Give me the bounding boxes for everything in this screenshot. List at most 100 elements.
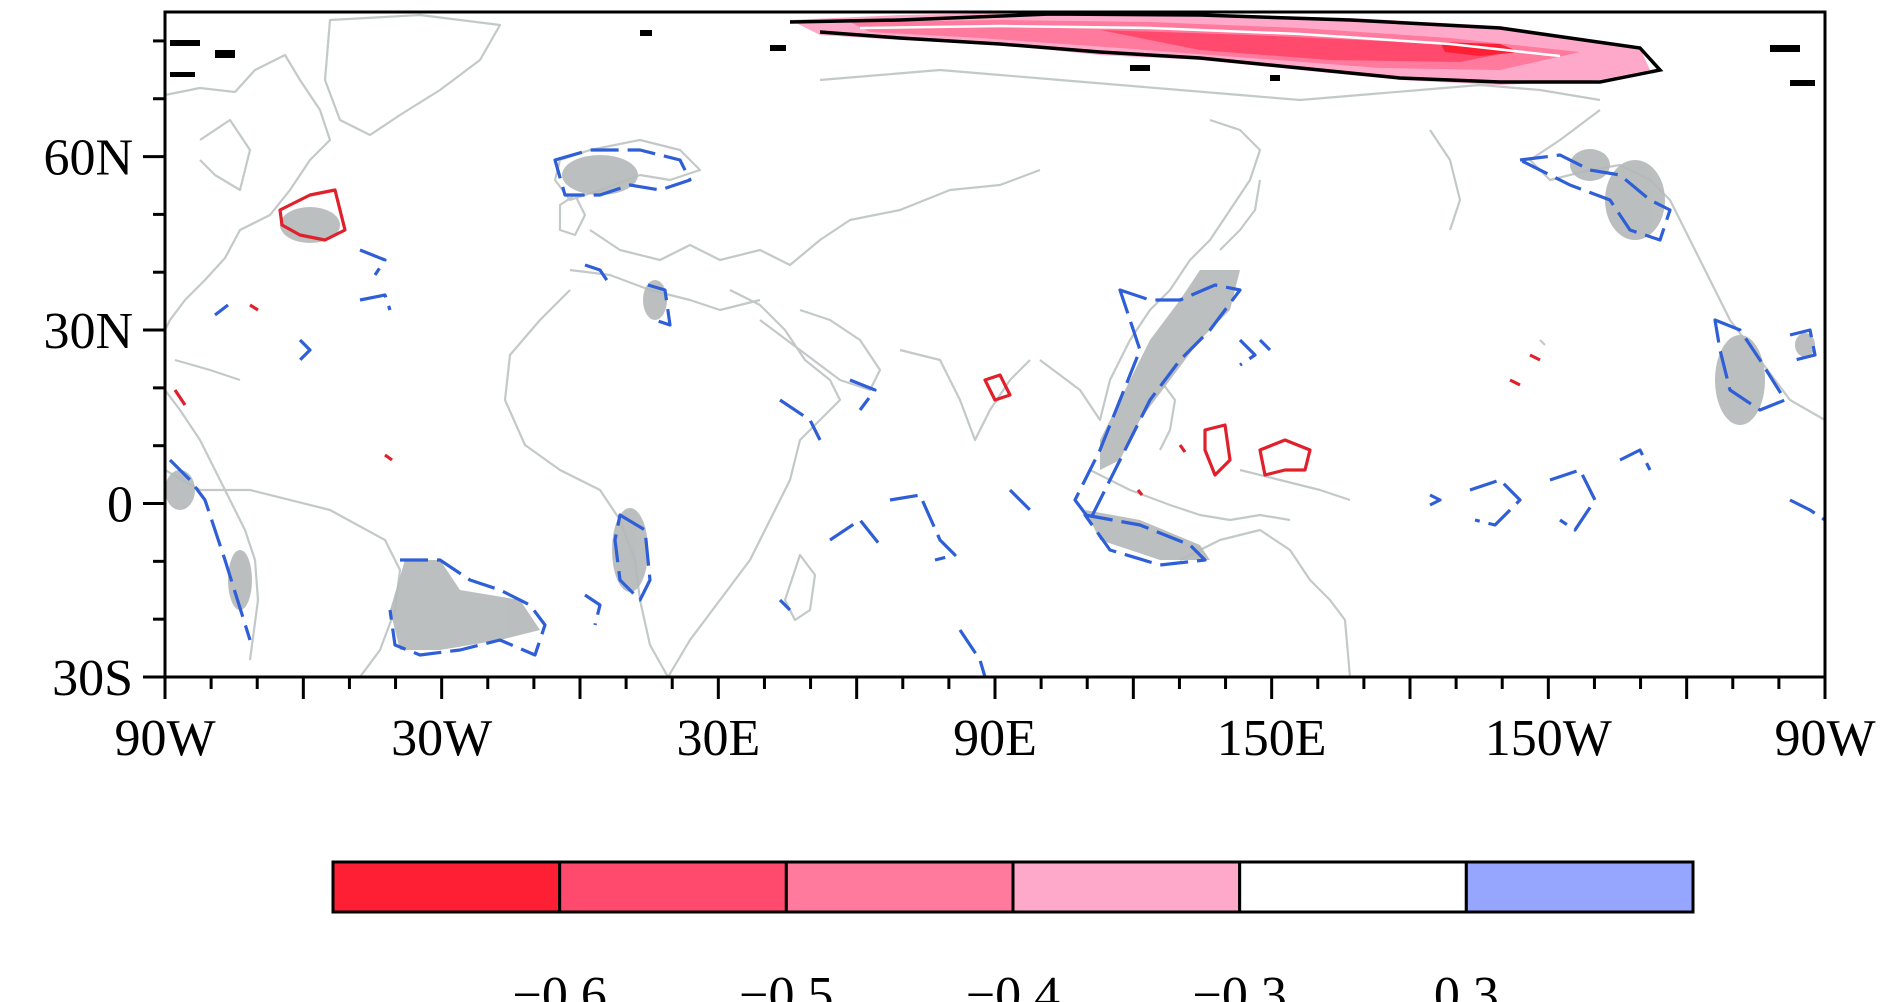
y-tick-label: 30S bbox=[52, 650, 133, 707]
stipple-california bbox=[1715, 335, 1765, 425]
x-tick-label: 30E bbox=[676, 710, 760, 767]
stipple-alaska bbox=[1605, 160, 1665, 240]
colorbar-label: −0.5 bbox=[739, 967, 833, 1002]
y-tick-label: 0 bbox=[107, 477, 133, 534]
positive-contour-central-america bbox=[168, 458, 252, 641]
colorbar: −0.6 −0.5 −0.4 −0.3 0.3 bbox=[331, 860, 1695, 1002]
positive-contour-italy bbox=[647, 283, 672, 327]
coastline-central-america bbox=[165, 389, 260, 661]
coastline-siberia bbox=[819, 68, 1601, 102]
negative-contour-wpac-3 bbox=[1178, 444, 1187, 453]
coastline-south-america bbox=[165, 469, 402, 677]
positive-contour-caribbean bbox=[214, 303, 229, 317]
positive-contour-california bbox=[1713, 318, 1787, 412]
arctic-negative-band bbox=[789, 12, 1664, 85]
positive-contour-wpac-1 bbox=[1238, 338, 1257, 367]
coastline-uk bbox=[558, 193, 587, 237]
colorbar-label: 0.3 bbox=[1434, 967, 1499, 1002]
negative-contour-atl-1 bbox=[249, 303, 259, 312]
x-tick-label: 150W bbox=[1485, 710, 1612, 767]
positive-contour-s-atl-2 bbox=[584, 593, 602, 626]
significance-specks bbox=[170, 30, 1815, 86]
arctic-significance-contour bbox=[789, 12, 1664, 84]
negative-contour-wpac-2 bbox=[1258, 438, 1312, 477]
coastline-australia bbox=[1179, 528, 1352, 677]
coastline-caribbean bbox=[174, 358, 241, 382]
coastline-kamchatka bbox=[1429, 129, 1462, 231]
coastline-india bbox=[899, 348, 1031, 442]
coastline-new-guinea bbox=[1239, 468, 1351, 502]
positive-contour-cpac-2 bbox=[1469, 478, 1522, 527]
stipple-ne-pacific bbox=[1570, 149, 1610, 181]
positive-contour-scandinavia bbox=[553, 148, 692, 197]
positive-contour-bay-bengal bbox=[1008, 488, 1032, 512]
arctic-white-contour bbox=[859, 24, 1561, 58]
coastline-europe bbox=[589, 168, 1041, 267]
coastline-philippines bbox=[1159, 379, 1177, 451]
colorbar-label: −0.6 bbox=[513, 967, 607, 1002]
x-tick-label: 90W bbox=[114, 710, 215, 767]
positive-contour-wpac-2 bbox=[1258, 338, 1272, 352]
y-tick-label: 60N bbox=[43, 130, 133, 187]
negative-contour-wpac-1 bbox=[1203, 423, 1232, 477]
positive-contour-alaska bbox=[1518, 153, 1672, 242]
arctic-shade-core bbox=[1100, 30, 1520, 62]
colorbar-swatch bbox=[784, 860, 1015, 914]
positive-contour-black-sea bbox=[584, 263, 612, 286]
positive-contour-arabian-sea bbox=[849, 378, 877, 411]
positive-contour-atlantic-1 bbox=[359, 248, 387, 276]
positive-contour-south-atlantic bbox=[388, 558, 547, 657]
colorbar-swatch bbox=[331, 860, 562, 914]
coastlines bbox=[165, 13, 1825, 677]
positive-contours bbox=[168, 148, 1825, 677]
negative-contour-caribbean bbox=[173, 389, 187, 406]
x-tick-label: 90W bbox=[1774, 710, 1875, 767]
positive-contour-se-pac bbox=[1789, 498, 1825, 522]
x-tick-label: 150E bbox=[1217, 710, 1327, 767]
stipple-east-asia bbox=[1100, 270, 1240, 470]
coastline-madagascar bbox=[783, 553, 817, 622]
colorbar-swatch bbox=[558, 860, 788, 914]
x-axis: 90W 30W 30E 90E 150E 150W 90W bbox=[114, 677, 1876, 767]
coastline-indonesia bbox=[1089, 469, 1291, 522]
negative-contour-labrador bbox=[278, 188, 347, 242]
coastline-africa bbox=[503, 289, 842, 677]
positive-contour-atlantic-2 bbox=[298, 338, 312, 362]
positive-contour-indian-3 bbox=[958, 629, 987, 677]
positive-contour-cpac-3 bbox=[1549, 468, 1597, 532]
colorbar-swatch bbox=[1238, 860, 1468, 914]
y-axis: 60N 30N 0 30S bbox=[43, 39, 165, 707]
coastline-arabia bbox=[759, 308, 882, 392]
stipple-regions bbox=[165, 149, 1815, 650]
negative-contour-borneo bbox=[1136, 489, 1144, 496]
positive-contour-maritime bbox=[1083, 513, 1207, 567]
coastline-greenland bbox=[323, 13, 502, 137]
coastline-hudson bbox=[199, 118, 252, 192]
coastline-japan bbox=[1219, 179, 1262, 251]
colorbar-swatch bbox=[1464, 860, 1695, 914]
stipple-west-africa bbox=[612, 508, 648, 592]
negative-contour-india bbox=[983, 373, 1012, 402]
positive-contour-madagascar-e bbox=[778, 598, 792, 612]
coastline-north-america-east bbox=[165, 53, 332, 331]
colorbar-label: −0.4 bbox=[966, 967, 1060, 1002]
negative-contour-cpac-1 bbox=[1529, 353, 1541, 362]
positive-contour-indian-1 bbox=[829, 518, 882, 546]
colorbar-label: −0.3 bbox=[1193, 967, 1287, 1002]
positive-contour-indian-2 bbox=[889, 493, 957, 562]
positive-contour-atlantic-3 bbox=[359, 293, 392, 311]
stipple-central-america-1 bbox=[165, 470, 195, 510]
positive-contour-arabia bbox=[779, 398, 822, 441]
stipple-maritime bbox=[1085, 510, 1210, 560]
stipple-mexico-gulf bbox=[1795, 333, 1815, 357]
positive-contour-mexico bbox=[1789, 328, 1817, 362]
coastline-east-asia bbox=[1039, 118, 1262, 422]
negative-contour-cpac-2 bbox=[1509, 378, 1521, 387]
positive-contour-epac bbox=[1619, 448, 1652, 471]
x-tick-label: 30W bbox=[391, 710, 492, 767]
positive-contour-cpac-1 bbox=[1429, 493, 1442, 507]
stipple-south-atlantic bbox=[390, 560, 540, 650]
stipple-scandinavia bbox=[562, 155, 638, 195]
stipple-central-america-2 bbox=[228, 550, 252, 610]
